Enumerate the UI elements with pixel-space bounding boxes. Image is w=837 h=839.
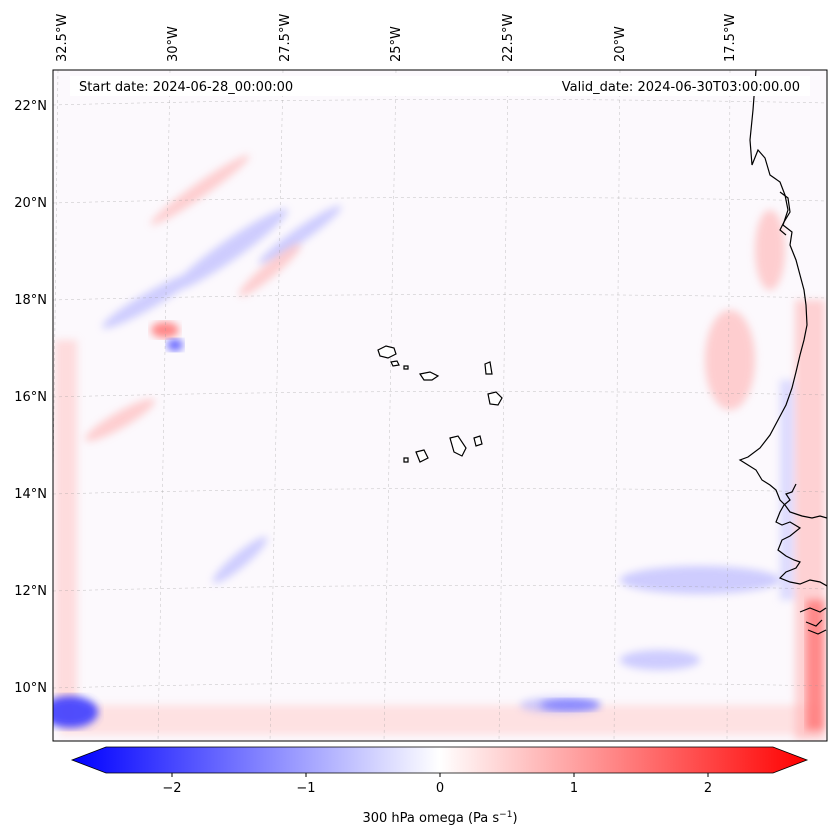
coast-detail-2 bbox=[779, 191, 791, 236]
lat-label-20n: 20°N bbox=[14, 196, 47, 211]
colorbar-bar bbox=[70, 746, 809, 774]
graticule bbox=[53, 70, 827, 741]
colorbar-tick-label: −2 bbox=[162, 781, 181, 796]
colorbar-label: 300 hPa omega (Pa s−1) bbox=[362, 810, 517, 826]
lon-label-30w: 30°W bbox=[166, 26, 181, 62]
lon-labels: 32.5°W 30°W 27.5°W 25°W 22.5°W 20°W 17.5… bbox=[55, 14, 738, 62]
lon-label-25w: 25°W bbox=[389, 26, 404, 62]
colorbar-tick-label: 1 bbox=[570, 781, 578, 796]
lat-label-10n: 10°N bbox=[14, 681, 47, 696]
valid-date-label: Valid_date: 2024-06-30T03:00:00.00 bbox=[562, 80, 800, 95]
lon-label-20w: 20°W bbox=[613, 26, 628, 62]
lat-label-12n: 12°N bbox=[14, 584, 47, 599]
coast-detail-1 bbox=[775, 483, 827, 587]
lat-label-14n: 14°N bbox=[14, 487, 47, 502]
lat-label-18n: 18°N bbox=[14, 293, 47, 308]
omega-field bbox=[53, 70, 827, 741]
map-border bbox=[52, 69, 828, 742]
lat-label-22n: 22°N bbox=[14, 99, 47, 114]
colorbar-tick-label: −1 bbox=[296, 781, 315, 796]
colorbar-tick-label: 2 bbox=[704, 781, 712, 796]
lat-label-16n: 16°N bbox=[14, 390, 47, 405]
colorbar-tick-label: 0 bbox=[436, 781, 444, 796]
colorbar: −2 −1 0 1 2 300 hPa omega (Pa s−1) bbox=[70, 746, 809, 826]
lon-label-17.5w: 17.5°W bbox=[723, 14, 738, 62]
africa-coastline bbox=[738, 70, 827, 519]
lat-labels: 22°N 20°N 18°N 16°N 14°N 12°N 10°N bbox=[14, 99, 47, 696]
coast-detail-3 bbox=[799, 607, 827, 635]
cape-verde-islands bbox=[377, 345, 503, 463]
lon-label-22.5w: 22.5°W bbox=[501, 14, 516, 62]
lon-label-27.5w: 27.5°W bbox=[278, 14, 293, 62]
info-strip bbox=[70, 76, 810, 96]
map-panel: Start date: 2024-06-28_00:00:00 Valid_da… bbox=[52, 69, 828, 742]
lon-label-32.5w: 32.5°W bbox=[55, 14, 70, 62]
start-date-label: Start date: 2024-06-28_00:00:00 bbox=[79, 80, 293, 95]
